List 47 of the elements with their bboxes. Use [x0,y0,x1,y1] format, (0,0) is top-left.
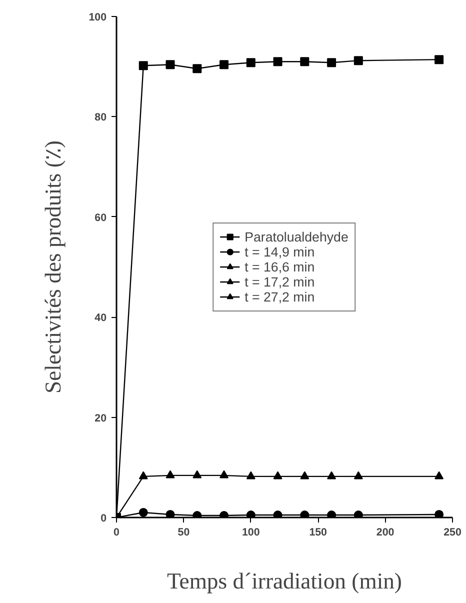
x-tick-label: 150 [309,526,328,538]
point [166,510,175,518]
legend-label: t = 16,6 min [244,259,315,274]
y-tick-label: 80 [94,112,107,124]
legend-label: t = 14,9 min [244,244,315,259]
x-tick-label: 250 [444,526,462,538]
point [166,470,175,478]
point [273,57,282,66]
point [354,471,363,480]
point [327,510,336,518]
y-tick-label: 20 [94,412,107,424]
point [220,60,229,70]
point [138,508,148,517]
point [192,470,202,478]
point [273,510,282,518]
point [246,58,256,68]
legend-label: t = 17,2 min [244,274,315,289]
point [327,58,336,68]
legend-label: Paratolualdehyde [244,229,348,244]
y-tick-label: 100 [88,12,107,24]
point [273,471,282,480]
point [354,510,363,518]
point [246,471,256,480]
point [138,61,148,70]
point [138,471,148,480]
point [354,56,363,66]
x-tick-label: 100 [242,526,260,538]
point [300,471,310,480]
point [434,55,444,64]
point [192,64,202,74]
point [327,471,336,480]
point [246,510,256,518]
x-axis-title: Temps d´irradiation (min) [167,568,402,594]
y-tick-label: 60 [94,212,107,224]
y-tick-label: 0 [100,512,107,524]
point [434,471,444,480]
x-tick-label: 50 [178,526,190,538]
point [166,60,175,70]
point [434,510,444,518]
point [300,510,310,518]
point [220,470,229,478]
y-tick-label: 40 [94,312,107,324]
y-axis-title: Selectivités des produits (٪) [40,140,66,394]
point [300,57,310,66]
x-tick-label: 0 [114,526,120,538]
legend-label: t = 27,2 min [244,289,315,304]
x-tick-label: 200 [376,526,394,538]
